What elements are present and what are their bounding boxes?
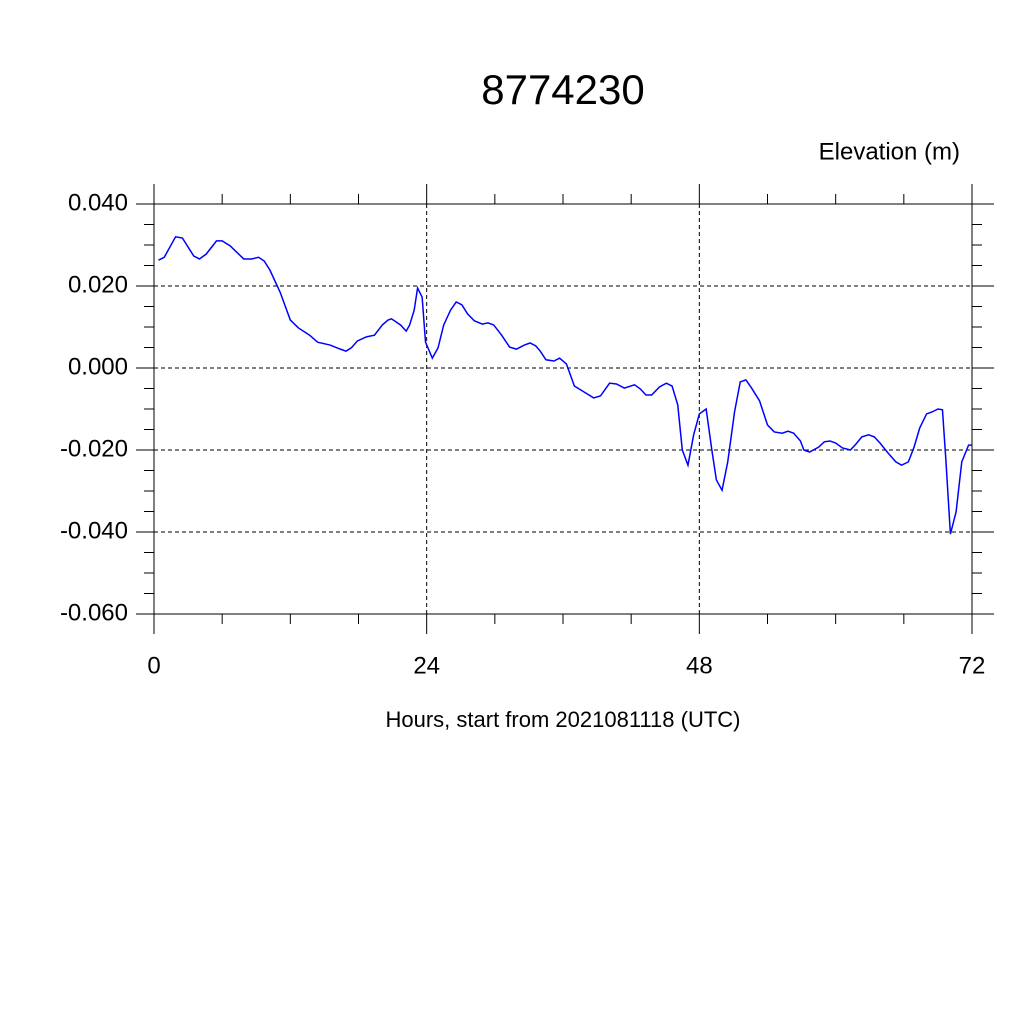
x-tick-label: 72 — [959, 652, 986, 679]
plot-frame — [153, 203, 973, 615]
x-tick-label: 48 — [686, 652, 713, 679]
y-tick-label: -0.040 — [60, 517, 128, 544]
x-tick-label: 24 — [413, 652, 440, 679]
subtitle: Elevation (m) — [819, 138, 960, 165]
y-tick-label: 0.020 — [68, 271, 128, 298]
y-tick-label: 0.000 — [68, 353, 128, 380]
y-tick-label: -0.020 — [60, 435, 128, 462]
chart-title: 8774230 — [481, 66, 645, 113]
x-tick-label: 0 — [147, 652, 160, 679]
y-tick-label: -0.060 — [60, 599, 128, 626]
data-line — [158, 235, 972, 535]
x-axis-label: Hours, start from 2021081118 (UTC) — [386, 707, 741, 732]
y-tick-label: 0.040 — [68, 189, 128, 216]
